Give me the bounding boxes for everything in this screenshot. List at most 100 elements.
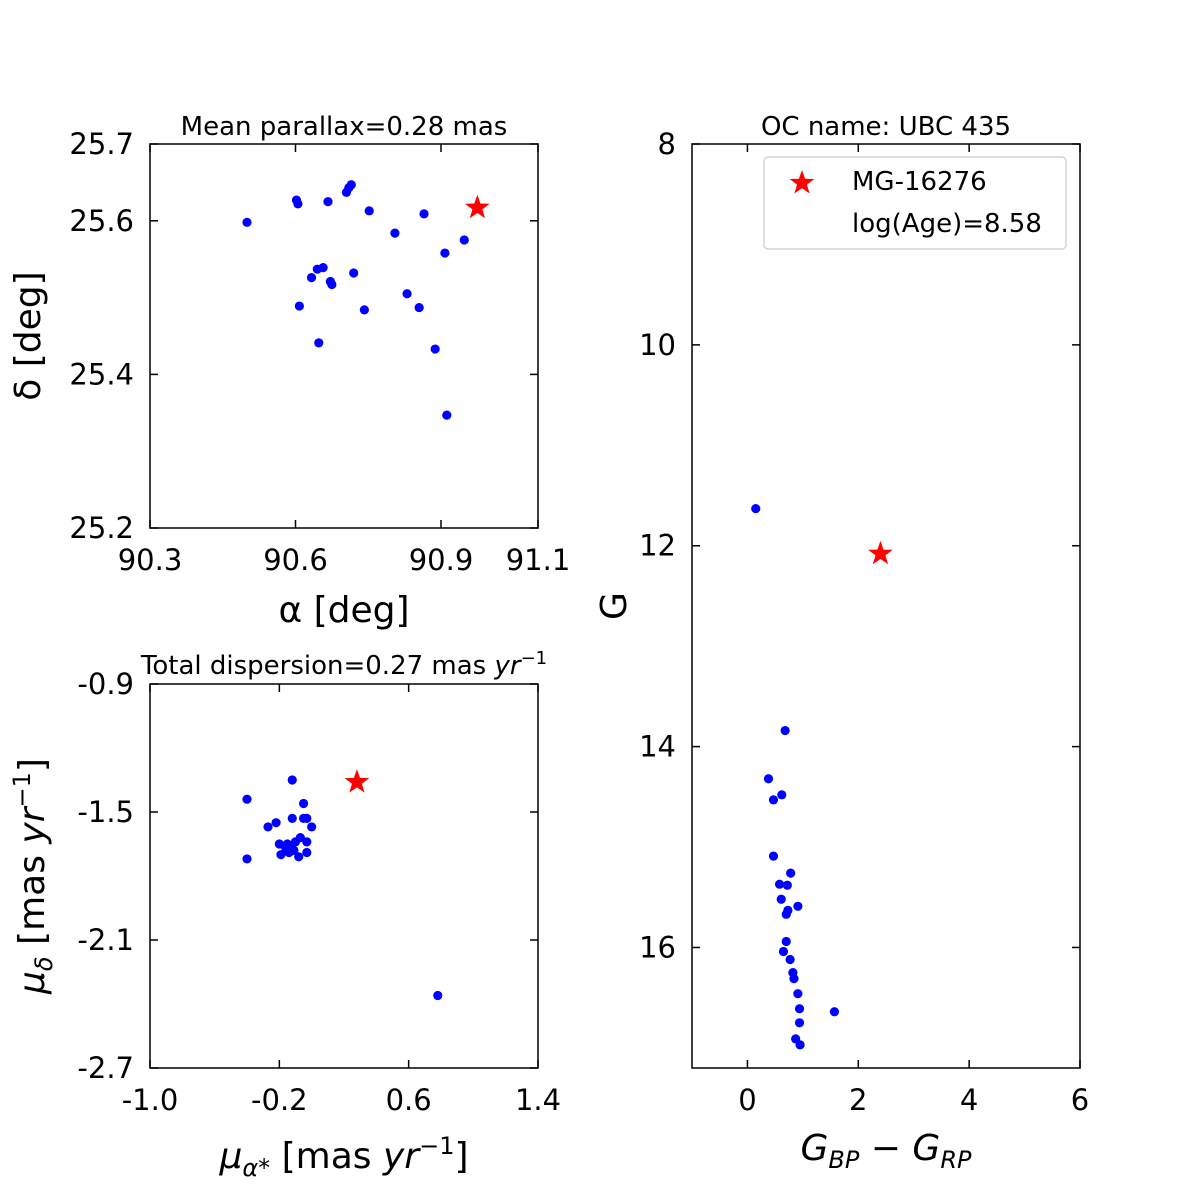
member-point [302, 847, 312, 858]
member-point [402, 289, 412, 299]
panel-sky-position: Mean parallax=0.28 mas α [deg] δ [deg] 9… [8, 112, 570, 631]
sky-y-tick-label: 25.4 [69, 357, 134, 391]
member-point [440, 248, 450, 258]
sky-ticks: 90.3 90.6 90.9 91.1 25.2 25.4 25.6 25.7 [69, 127, 570, 577]
sky-y-tick-label: 25.7 [69, 127, 134, 161]
member-point [782, 880, 792, 890]
legend-entry-target: MG-16276 [852, 167, 987, 197]
member-point [793, 901, 803, 911]
pm-marks [242, 769, 443, 1001]
member-point [778, 946, 789, 957]
sky-x-tick-label: 91.1 [506, 543, 571, 577]
member-point [777, 790, 787, 800]
sky-plot-frame [149, 143, 539, 529]
cmd-y-tick-label: 8 [658, 127, 676, 161]
member-point [293, 199, 303, 209]
member-point [242, 794, 252, 804]
member-point [751, 503, 761, 514]
member-point [327, 279, 337, 290]
member-point [298, 813, 309, 824]
member-point [302, 837, 312, 847]
member-point [763, 774, 774, 784]
member-point [781, 909, 791, 919]
member-point [829, 1007, 840, 1017]
member-point [781, 936, 791, 947]
member-point [294, 852, 304, 862]
member-point [390, 228, 400, 238]
member-point [306, 273, 317, 283]
member-point [794, 1004, 805, 1014]
cmd-y-tick-label: 16 [639, 930, 676, 964]
cmd-y-axis-label: G [594, 592, 635, 620]
legend-entry-age: log(Age)=8.58 [852, 209, 1042, 239]
pm-x-tick-label: 1.4 [515, 1083, 561, 1117]
member-point [780, 725, 790, 736]
member-point [433, 990, 443, 1001]
legend-box [763, 156, 1067, 250]
sky-x-axis-label: α [deg] [278, 590, 409, 631]
pm-x-axis-label: μα* [mas yr−1] [218, 1132, 468, 1182]
member-point [242, 854, 252, 864]
member-point [284, 847, 294, 858]
sky-panel-title: Mean parallax=0.28 mas [181, 112, 508, 142]
member-point [287, 813, 297, 824]
member-point [419, 209, 429, 219]
member-point [287, 775, 297, 785]
member-point [295, 833, 305, 843]
pm-y-tick-label: -0.9 [77, 667, 134, 701]
member-point [312, 264, 322, 274]
cmd-marks [751, 503, 893, 1050]
member-point [276, 850, 286, 860]
member-point [294, 301, 304, 311]
member-point [364, 206, 374, 216]
cmd-y-tick-label: 14 [639, 730, 676, 764]
cmd-panel-title: OC name: UBC 435 [761, 112, 1011, 142]
member-point [789, 974, 799, 984]
pm-plot-frame [149, 683, 539, 1069]
member-point [307, 822, 317, 832]
member-point [774, 879, 785, 889]
cmd-x-tick-label: 2 [849, 1083, 867, 1117]
cmd-x-tick-label: 0 [738, 1083, 756, 1117]
member-point [263, 822, 273, 832]
member-point [776, 894, 786, 904]
member-point [274, 839, 284, 849]
cmd-ticks: 0 2 4 6 8 10 12 14 16 [639, 127, 1089, 1117]
member-point [442, 410, 452, 420]
cmd-plot-frame [691, 143, 1081, 1069]
member-point [793, 989, 803, 999]
member-point [768, 795, 779, 805]
member-point [785, 954, 795, 965]
pm-panel-title: Total dispersion=0.27 mas yr−1 [140, 648, 547, 681]
member-point [349, 268, 359, 278]
member-point [341, 187, 352, 197]
cmd-y-tick-label: 12 [639, 529, 676, 563]
member-point [786, 868, 796, 878]
member-point [314, 338, 324, 348]
member-point [242, 217, 252, 227]
target-star-point [344, 769, 370, 793]
panel-color-magnitude: OC name: UBC 435 GBP − GRP G 0 2 4 6 8 10 12 14… [594, 112, 1089, 1174]
panel-proper-motion: Total dispersion=0.27 mas yr−1 μα* [mas … [8, 648, 561, 1182]
sky-x-tick-label: 90.3 [118, 543, 183, 577]
cmd-legend: MG-16276 log(Age)=8.58 [763, 156, 1067, 250]
cmd-y-tick-label: 10 [639, 328, 676, 362]
member-point [768, 851, 779, 861]
sky-y-tick-label: 25.2 [69, 511, 134, 545]
member-point [298, 798, 309, 809]
member-point [430, 344, 440, 354]
cmd-x-tick-label: 6 [1071, 1083, 1089, 1117]
member-point [459, 235, 469, 245]
legend-star-marker [789, 170, 815, 194]
pm-x-tick-label: -0.2 [251, 1083, 308, 1117]
sky-y-axis-label: δ [deg] [8, 271, 49, 400]
cmd-x-axis-label: GBP − GRP [801, 1128, 972, 1174]
pm-y-tick-label: -2.1 [77, 923, 134, 957]
pm-y-tick-label: -2.7 [77, 1051, 134, 1085]
sky-y-tick-label: 25.6 [69, 204, 134, 238]
member-point [346, 180, 356, 190]
member-point [271, 818, 281, 828]
pm-x-tick-label: -1.0 [122, 1083, 179, 1117]
pm-y-tick-label: -1.5 [77, 795, 134, 829]
